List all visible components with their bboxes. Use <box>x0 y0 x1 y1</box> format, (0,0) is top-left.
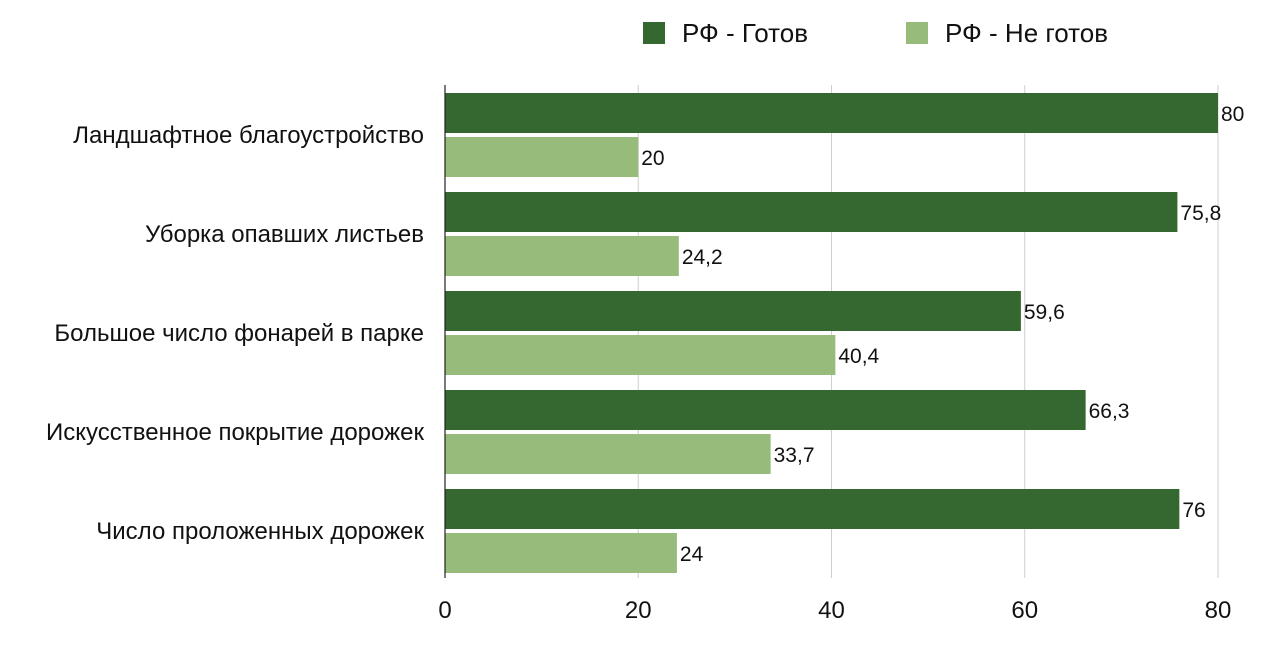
x-tick-label-20: 20 <box>625 597 652 624</box>
data-label-not-ready-1: 24,2 <box>682 246 723 269</box>
x-tick-label-80: 80 <box>1205 597 1232 624</box>
bar-not-ready-1 <box>445 236 679 276</box>
bar-not-ready-0 <box>445 137 639 177</box>
category-label-1: Уборка опавших листьев <box>145 221 424 248</box>
bar-ready-0 <box>445 93 1218 133</box>
bar-ready-2 <box>445 291 1021 331</box>
data-label-not-ready-3: 33,7 <box>774 444 815 467</box>
data-label-ready-4: 76 <box>1182 499 1205 522</box>
category-label-0: Ландшафтное благоустройство <box>73 122 424 149</box>
x-tick-label-60: 60 <box>1011 597 1038 624</box>
category-label-3: Искусственное покрытие дорожек <box>46 419 424 446</box>
data-label-ready-3: 66,3 <box>1089 400 1130 423</box>
data-label-ready-2: 59,6 <box>1024 301 1065 324</box>
category-label-2: Большое число фонарей в парке <box>54 320 424 347</box>
bar-not-ready-2 <box>445 335 836 375</box>
data-label-ready-0: 80 <box>1221 103 1244 126</box>
data-label-not-ready-0: 20 <box>641 147 664 170</box>
bar-ready-3 <box>445 390 1086 430</box>
x-tick-label-0: 0 <box>438 597 451 624</box>
legend-swatch-ready <box>643 22 665 44</box>
legend-swatch-not-ready <box>906 22 928 44</box>
data-label-not-ready-4: 24 <box>680 543 704 566</box>
legend-label-not-ready: РФ - Не готов <box>945 18 1108 48</box>
data-label-not-ready-2: 40,4 <box>838 345 879 368</box>
legend-label-ready: РФ - Готов <box>682 18 808 48</box>
legend: РФ - Готов РФ - Не готов <box>643 18 1108 48</box>
x-tick-label-40: 40 <box>818 597 845 624</box>
bar-not-ready-3 <box>445 434 771 474</box>
category-label-4: Число проложенных дорожек <box>96 518 424 545</box>
bar-ready-4 <box>445 489 1180 529</box>
data-label-ready-1: 75,8 <box>1180 202 1221 225</box>
bars <box>445 93 1218 573</box>
labels: 0 20 40 60 80 80 20 Ландшафтное благоустройство… <box>46 103 1244 624</box>
bar-not-ready-4 <box>445 533 677 573</box>
bar-ready-1 <box>445 192 1178 232</box>
